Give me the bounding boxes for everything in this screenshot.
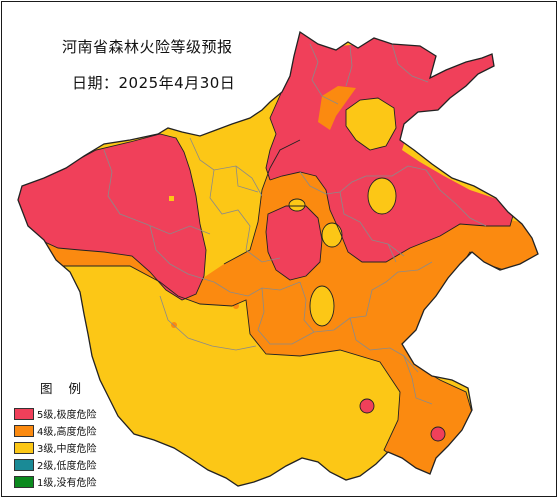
legend-swatch-level3 xyxy=(14,441,34,454)
legend-swatch-level5 xyxy=(14,407,34,420)
zone-level5-southeast xyxy=(431,427,445,441)
legend-label-level4: 4级,高度危险 xyxy=(37,427,97,438)
legend-swatch-level2 xyxy=(14,458,34,471)
zone-level5-north xyxy=(266,32,514,262)
zone-level3-island-north xyxy=(346,98,396,150)
zone-level3-island-central xyxy=(322,223,342,247)
legend-label-level1: 1级,没有危险 xyxy=(37,478,97,489)
legend-item-level1: 1级,没有危险 xyxy=(14,473,134,490)
legend-item-level2: 2级,低度危险 xyxy=(14,456,134,473)
zone-level3-island-south xyxy=(310,286,334,326)
zone-level5-central xyxy=(266,206,322,280)
legend-item-level5: 5级,极度危险 xyxy=(14,405,134,422)
contour-lines xyxy=(18,59,538,486)
legend-item-level4: 4级,高度危险 xyxy=(14,422,134,439)
zone-level5-west xyxy=(18,134,206,300)
legend-label-level3: 3级,中度危险 xyxy=(37,444,97,455)
zone-level3-island-small xyxy=(289,199,305,211)
prefecture-boundaries xyxy=(103,43,487,405)
zone-level4-ring-north xyxy=(318,86,356,130)
legend: 图 例 5级,极度危险 4级,高度危险 3级,中度危险 2级,低度危险 1级,没… xyxy=(14,378,134,490)
station-marker xyxy=(169,196,174,201)
zone-level3-island-east xyxy=(368,178,396,214)
legend-swatch-level4 xyxy=(14,424,34,437)
map-date: 日期：2025年4月30日 xyxy=(72,74,236,92)
legend-label-level5: 5级,极度危险 xyxy=(37,410,97,421)
map-title: 河南省森林火险等级预报 xyxy=(62,38,233,56)
legend-swatch-level1 xyxy=(14,475,34,488)
legend-label-level2: 2级,低度危险 xyxy=(37,461,97,472)
legend-item-level3: 3级,中度危险 xyxy=(14,439,134,456)
legend-title: 图 例 xyxy=(40,381,87,396)
zone-level5-south xyxy=(360,399,374,413)
